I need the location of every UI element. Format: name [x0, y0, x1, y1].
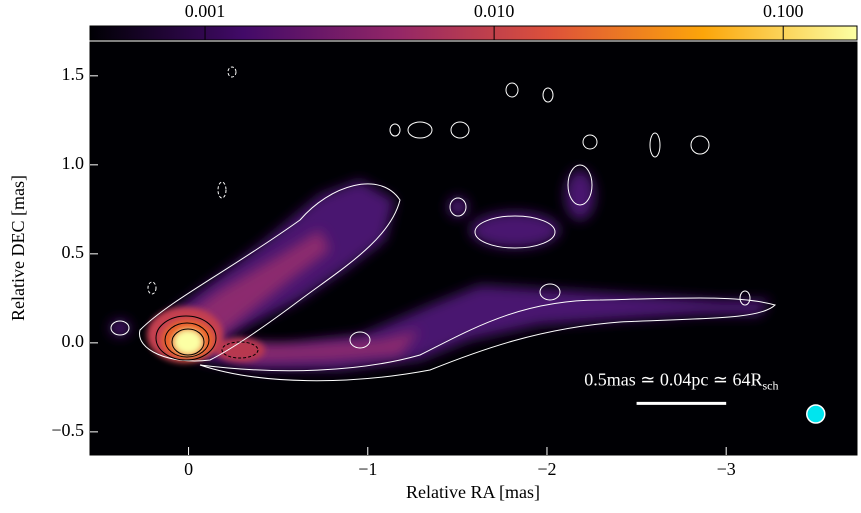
- plot-frame: [89, 41, 858, 456]
- x-tick-label: −1: [358, 459, 377, 479]
- y-axis-label: Relative DEC [mas]: [8, 175, 28, 321]
- y-tick-label: 1.5: [62, 64, 85, 84]
- plot-background: [90, 42, 857, 455]
- colorbar: [89, 25, 858, 41]
- radio-image: [110, 66, 776, 382]
- y-tick-label: 0.5: [62, 242, 85, 262]
- x-tick-label: −2: [537, 459, 556, 479]
- y-tick-label: 0.0: [62, 331, 85, 351]
- x-tick-label: −3: [717, 459, 736, 479]
- x-axis-label: Relative RA [mas]: [406, 482, 540, 502]
- colorbar-tick-label: 0.100: [763, 1, 804, 21]
- annotation-text: 0.5mas ≃ 0.04pc ≃ 64R: [584, 370, 762, 390]
- beam: [806, 404, 826, 424]
- colorbar-tick-label: 0.001: [185, 1, 226, 21]
- x-tick-label: 0: [184, 459, 193, 479]
- annotation-subscript: sch: [762, 378, 778, 392]
- y-tick-label: 1.0: [62, 153, 85, 173]
- annotation: 0.5mas ≃ 0.04pc ≃ 64Rsch: [584, 370, 778, 393]
- y-tick-label: −0.5: [51, 420, 84, 440]
- colorbar-tick-label: 0.010: [474, 1, 515, 21]
